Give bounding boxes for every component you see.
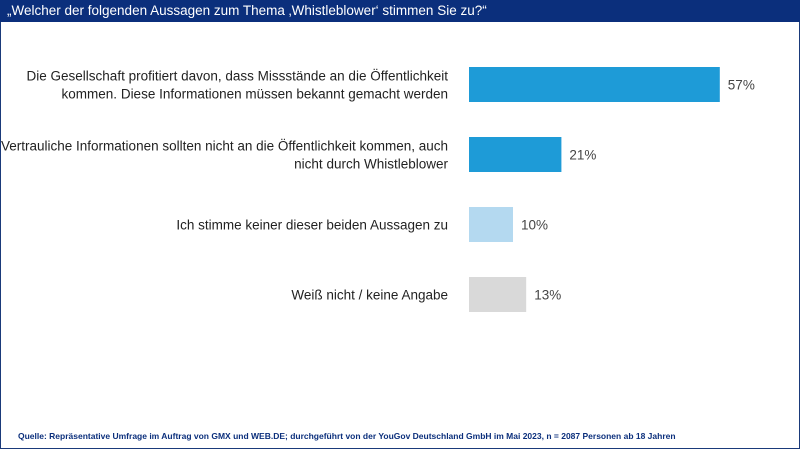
data-label: 57%	[728, 78, 755, 93]
data-label: 21%	[569, 148, 596, 163]
source-note: Quelle: Repräsentative Umfrage im Auftra…	[18, 431, 676, 441]
category-label: Vertrauliche Informationen sollten nicht…	[1, 139, 448, 154]
category-label: Weiß nicht / keine Angabe	[291, 288, 448, 303]
category-label: kommen. Diese Informationen müssen bekan…	[62, 87, 448, 102]
data-label: 10%	[521, 218, 548, 233]
bar	[469, 207, 513, 242]
data-label: 13%	[534, 288, 561, 303]
bar	[469, 137, 562, 172]
chart-title: „Welcher der folgenden Aussagen zum Them…	[0, 0, 800, 22]
bar	[469, 277, 527, 312]
category-label: Ich stimme keiner dieser beiden Aussagen…	[176, 218, 448, 233]
bar	[469, 67, 720, 102]
category-label: Die Gesellschaft profitiert davon, dass …	[27, 69, 449, 84]
category-label: nicht durch Whistleblower	[294, 157, 448, 172]
